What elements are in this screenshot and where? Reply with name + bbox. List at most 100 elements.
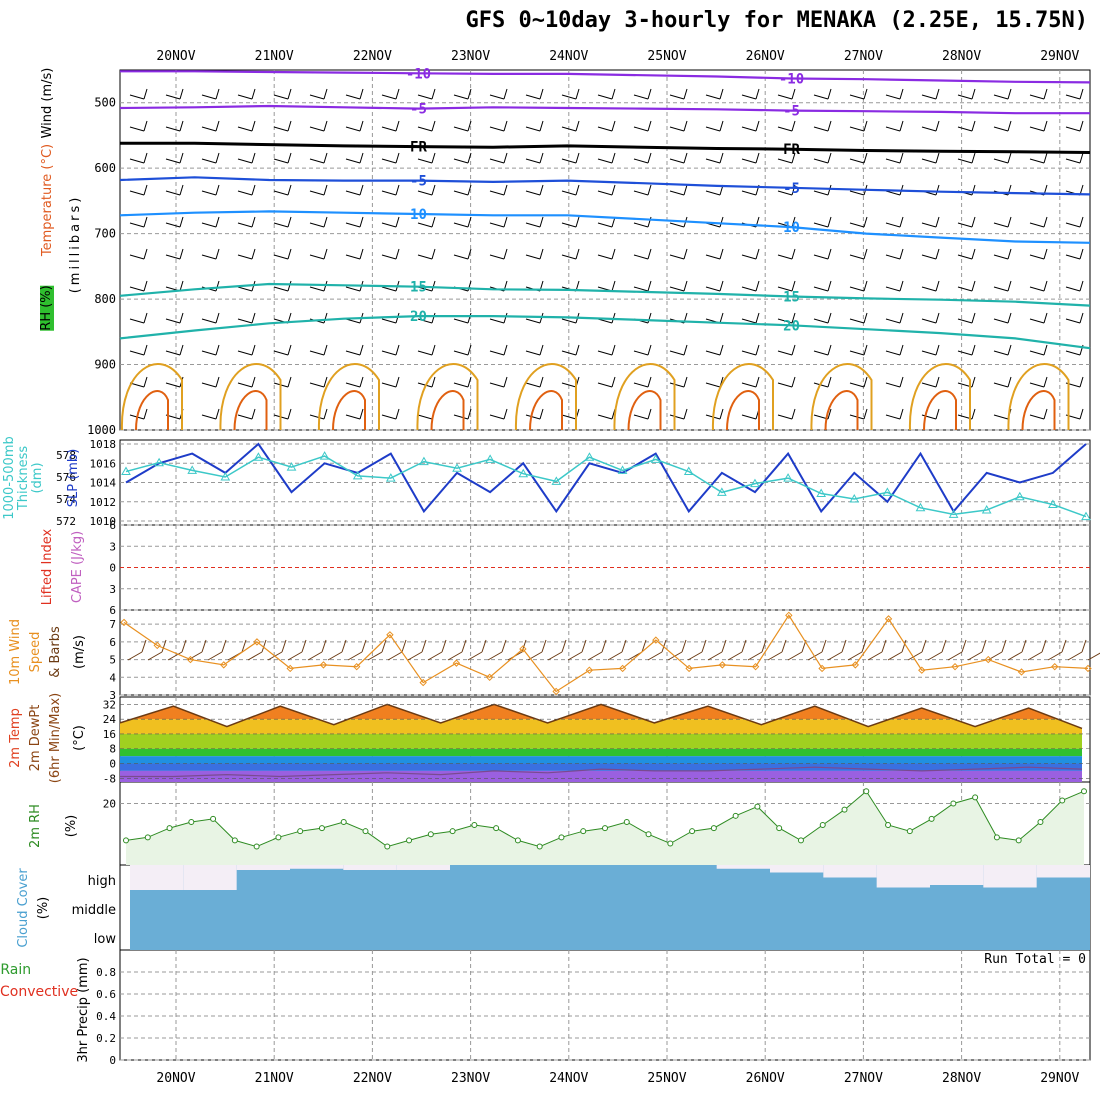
wind-barb-shaft [273, 126, 289, 132]
pressure-tick-label: 1000 [87, 423, 116, 437]
wind-barb-shaft [993, 286, 1009, 292]
wind-barb-feather [1079, 88, 1084, 100]
rh2m-marker [667, 840, 674, 847]
thickness-marker [650, 454, 661, 463]
wind-barb-feather [1007, 248, 1012, 260]
wind10-barb [941, 639, 947, 653]
wind-barb-feather [1043, 120, 1048, 132]
pressure-tick-label: 900 [94, 358, 116, 372]
wind-barb [237, 184, 256, 196]
wind-barb [417, 184, 436, 196]
wind10-barb [501, 639, 507, 653]
wind-barb-feather [143, 408, 148, 420]
wind-barb [129, 216, 148, 228]
wind-barb-feather [971, 248, 976, 260]
wind-barb [813, 216, 832, 228]
wind-barb [741, 120, 760, 132]
wind-barb-feather [719, 88, 724, 100]
wind-barb [777, 184, 796, 196]
wind-barb-shaft [669, 414, 685, 420]
thickness-marker [849, 493, 860, 503]
wind-barb-feather [647, 152, 652, 164]
wind-barb-shaft [237, 350, 253, 356]
wind10-marker [186, 655, 195, 664]
wind10-marker [785, 611, 793, 620]
wind-barb-feather [827, 248, 832, 260]
wind10-label-b: Speed [28, 631, 43, 673]
wind-barb-feather [431, 312, 436, 324]
thickness-marker [882, 487, 893, 496]
wind-barb-shaft [381, 126, 397, 132]
wind-barb [273, 408, 292, 420]
wind10-marker [984, 655, 992, 664]
temp-band [120, 770, 1082, 782]
temp2m-tick-label: 0 [109, 758, 116, 771]
rh2m-marker [754, 803, 761, 810]
wind-barb-shaft [489, 94, 505, 100]
wind10-barb [181, 639, 187, 653]
wind10-marker [918, 666, 926, 674]
wind-barb-feather [1007, 344, 1012, 356]
wind10-marker [685, 664, 693, 673]
wind-barb-feather [143, 184, 148, 196]
wind-barb-feather [899, 216, 904, 228]
wind-barb [849, 152, 868, 164]
wind-barb-feather [467, 408, 472, 420]
rh2m-marker [536, 843, 543, 850]
wind-barb-shaft [921, 94, 937, 100]
wind-barb-feather [863, 120, 868, 132]
wind-barb [597, 184, 616, 196]
wind-barb-shaft [921, 158, 937, 164]
temp2m-label-b: 2m DewPt [28, 704, 43, 772]
wind-barb-feather [251, 152, 256, 164]
wind-barb-feather [611, 152, 616, 164]
wind-barb-feather [251, 216, 256, 228]
wind-barb-feather [755, 120, 760, 132]
wind-barb [201, 376, 220, 388]
wind-barb-shaft [309, 350, 325, 356]
wind-barb-shaft [165, 382, 181, 388]
date-label-top: 26NOV [746, 49, 785, 64]
wind-barb [993, 312, 1012, 324]
wind-barb-shaft [489, 382, 505, 388]
wind-barb [129, 120, 148, 132]
wind10-barb [321, 639, 327, 653]
wind-barb-feather [251, 120, 256, 132]
wind-barb-shaft [705, 94, 721, 100]
wind-barb [957, 120, 976, 132]
wind-barb-shaft [957, 126, 973, 132]
wind-barb-feather [827, 344, 832, 356]
wind-barb [921, 184, 940, 196]
wind-barb [957, 344, 976, 356]
wind-barb-feather [215, 152, 220, 164]
wind-barb-shaft [993, 350, 1009, 356]
wind-barb [525, 344, 544, 356]
temp2m-line [119, 703, 1083, 730]
wind-barb [345, 120, 364, 132]
wind-barb-feather [575, 216, 580, 228]
wind-barb-feather [791, 248, 796, 260]
wind-barb-shaft [1029, 350, 1045, 356]
wind10-barb [127, 651, 143, 661]
wind-barb-feather [899, 312, 904, 324]
wind10-barb [927, 651, 943, 661]
wind10-barb [281, 639, 287, 653]
wind10-marker [419, 678, 427, 687]
wind-barb-shaft [705, 286, 721, 292]
wind-barb-shaft [1065, 318, 1081, 324]
wind-barb-shaft [813, 318, 829, 324]
wind-barb-feather [575, 152, 580, 164]
wind10-barb [1001, 639, 1007, 653]
wind-barb [993, 120, 1012, 132]
cloud-clear-high [183, 865, 237, 890]
wind-barb [453, 248, 472, 260]
rh2m-marker [471, 822, 478, 829]
wind10-barb [887, 651, 903, 661]
wind-barb-feather [1043, 408, 1048, 420]
precip-tick-label: 0 [109, 1054, 116, 1067]
wind-barb [993, 344, 1012, 356]
wind10-marker [818, 664, 826, 673]
wind-barb-shaft [741, 286, 757, 292]
wind10-tick-label: 3 [109, 689, 116, 702]
precip-tick-label: 0.6 [96, 988, 116, 1001]
